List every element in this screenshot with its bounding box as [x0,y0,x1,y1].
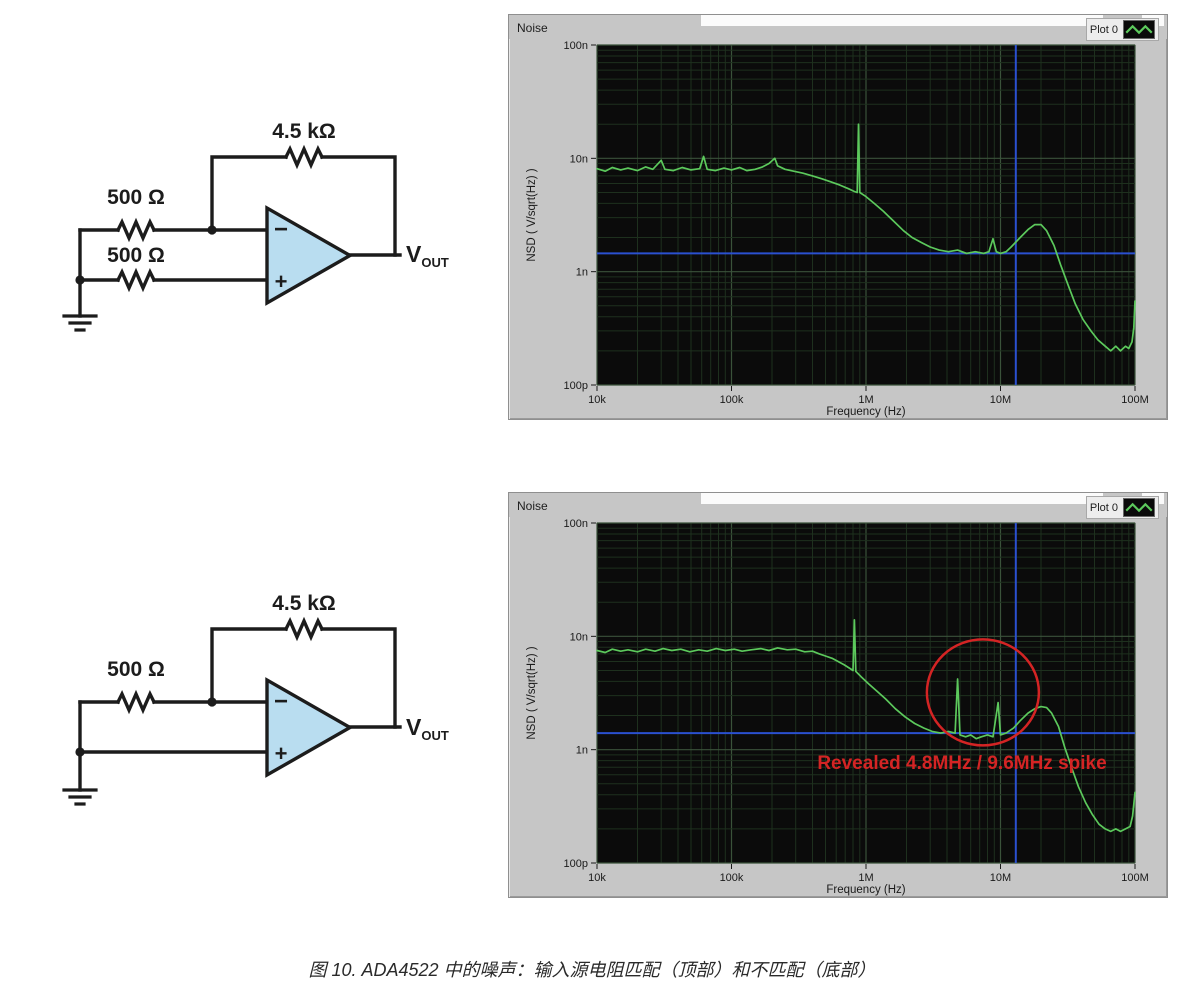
node-dot [75,747,85,757]
x-tick-label: 100M [1121,872,1149,884]
resistor-500-top [115,689,157,715]
window-title: Noise [517,499,548,513]
opamp-inverting-input-label: − [274,216,288,243]
plot-legend-icon[interactable] [1123,20,1155,39]
x-tick-label: 1M [858,394,873,406]
x-tick-label: 10M [990,872,1011,884]
plot-canvas: 10k 100k 1M 10M 100M 100n 10n 1n 100p [564,40,1149,406]
plot-legend[interactable]: Plot 0 [1085,496,1159,519]
input-resistor-top-value: 500 Ω [107,186,165,209]
noise-plot-svg: 10k 100k 1M 10M 100M 100n 10n 1n 100p NSD ( V/sq… [526,518,1149,896]
node-dot [207,697,217,707]
annotation-text: Revealed 4.8MHz / 9.6MHz spike [817,753,1106,774]
circuit-wires [62,144,402,332]
plot-legend-icon[interactable] [1123,498,1155,517]
y-tick-label: 10n [570,631,588,643]
x-tick-label: 100k [720,394,744,406]
opamp-triangle [265,677,354,778]
legend-label[interactable]: Plot 0 [1089,501,1118,514]
y-axis-label: NSD ( V/sqrt(Hz) ) [526,646,538,739]
x-axis-label: Frequency (Hz) [826,406,905,418]
x-tick-label: 10M [990,394,1011,406]
y-tick-label: 1n [576,745,588,757]
y-tick-label: 100p [564,380,588,392]
input-resistor-bottom-value: 500 Ω [107,244,165,267]
resistor-4k5 [283,144,325,170]
x-tick-label: 100M [1121,394,1149,406]
resistor-500-top [115,217,157,243]
opamp-noninverting-input-label: + [275,269,288,294]
figure-caption: 图 10. ADA4522 中的噪声：输入源电阻匹配（顶部）和不匹配（底部） [308,960,876,980]
feedback-resistor-value: 4.5 kΩ [272,120,336,143]
window-header: Noise Plot 0 [509,493,1167,519]
x-tick-label: 100k [720,872,744,884]
window-chrome-strip [701,15,1103,26]
y-tick-label: 1n [576,267,588,279]
circuit-unmatched-diagram: − + 4.5 kΩ 500 Ω VOUT [62,592,449,806]
window-title: Noise [517,21,548,35]
circuit-wires [62,616,402,806]
noise-window-top: Noise Plot 0 10k 100k 1M 10M 100M 100n 10n 1n 10… [508,14,1168,420]
input-resistor-top-value: 500 Ω [107,658,165,681]
y-tick-label: 100n [564,518,588,530]
node-dot [75,275,85,285]
circuit-matched-diagram: − + 4.5 kΩ 500 Ω 500 Ω VOUT [62,120,449,332]
legend-label[interactable]: Plot 0 [1089,23,1118,36]
opamp-inverting-input-label: − [274,688,288,715]
plot-legend[interactable]: Plot 0 [1085,18,1159,41]
opamp-triangle [265,205,354,306]
feedback-resistor-value: 4.5 kΩ [272,592,336,615]
x-axis-label: Frequency (Hz) [826,884,905,896]
x-tick-label: 10k [588,872,606,884]
y-tick-label: 10n [570,153,588,165]
vout-label: VOUT [406,241,449,270]
resistor-4k5 [283,616,325,642]
window-header: Noise Plot 0 [509,15,1167,41]
noise-plot-svg: 10k 100k 1M 10M 100M 100n 10n 1n 100p NSD ( V/sq… [526,40,1149,418]
annotation-circle [925,638,1041,747]
noise-window-bottom: Noise Plot 0 10k 100k 1M 10M 100M 100n 10n 1n 10… [508,492,1168,898]
opamp-noninverting-input-label: + [275,741,288,766]
y-axis-label: NSD ( V/sqrt(Hz) ) [526,168,538,261]
y-tick-label: 100n [564,40,588,52]
resistor-500-bottom [115,267,157,293]
x-tick-label: 1M [858,872,873,884]
noise-trace [596,123,1136,352]
node-dot [207,225,217,235]
vout-label: VOUT [406,714,449,743]
x-tick-label: 10k [588,394,606,406]
y-tick-label: 100p [564,858,588,870]
plot-canvas: 10k 100k 1M 10M 100M 100n 10n 1n 100p [564,518,1149,884]
window-chrome-strip [701,493,1103,504]
noise-trace [596,618,1136,833]
